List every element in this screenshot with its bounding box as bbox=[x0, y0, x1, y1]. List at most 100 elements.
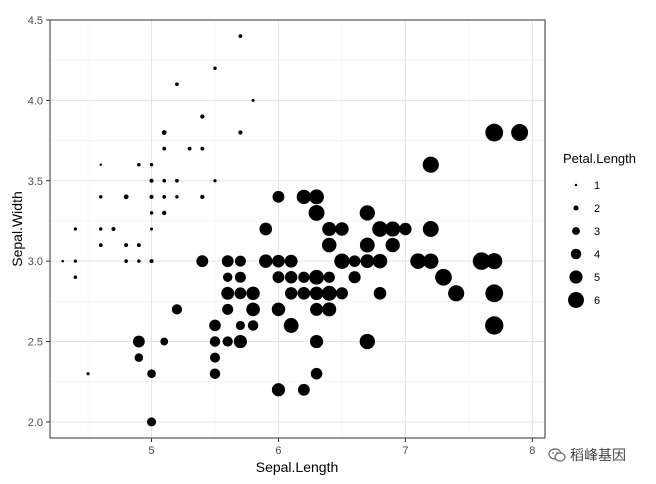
data-point bbox=[222, 272, 233, 282]
data-point bbox=[132, 335, 145, 348]
data-point bbox=[399, 222, 412, 236]
data-point bbox=[298, 271, 310, 283]
legend-key bbox=[574, 183, 578, 187]
data-point bbox=[222, 336, 233, 347]
data-point bbox=[210, 352, 220, 363]
data-point bbox=[321, 237, 337, 253]
data-point bbox=[247, 320, 259, 331]
legend-label: 1 bbox=[594, 180, 600, 192]
data-point bbox=[348, 255, 361, 267]
data-point bbox=[485, 284, 504, 303]
data-point bbox=[150, 227, 154, 231]
data-point bbox=[86, 372, 90, 376]
data-point bbox=[175, 178, 179, 183]
data-point bbox=[73, 227, 77, 231]
y-tick-label: 3.5 bbox=[28, 176, 43, 188]
data-point bbox=[73, 275, 78, 279]
data-point bbox=[149, 211, 154, 215]
data-point bbox=[222, 255, 234, 267]
data-point bbox=[309, 286, 324, 301]
data-point bbox=[309, 269, 324, 285]
data-point bbox=[149, 162, 154, 167]
data-point bbox=[348, 271, 361, 284]
data-point bbox=[222, 303, 234, 315]
data-point bbox=[259, 254, 273, 268]
data-point bbox=[322, 302, 337, 317]
data-point bbox=[310, 367, 323, 380]
data-point bbox=[175, 195, 179, 199]
plot-panel-border bbox=[49, 19, 546, 439]
x-tick-label: 6 bbox=[275, 445, 281, 457]
data-point bbox=[209, 368, 221, 379]
data-point bbox=[200, 146, 205, 151]
data-point bbox=[297, 383, 310, 396]
legend: Petal.Length 1 2 3 4 5 6 bbox=[563, 151, 636, 308]
data-point bbox=[472, 252, 491, 270]
grid bbox=[50, 19, 545, 438]
data-point bbox=[209, 319, 221, 332]
legend-label: 5 bbox=[594, 272, 600, 284]
data-point bbox=[271, 302, 286, 317]
data-point bbox=[359, 205, 375, 221]
watermark: 稻峰基因 bbox=[548, 445, 626, 465]
data-point bbox=[149, 178, 154, 183]
data-point bbox=[124, 259, 128, 263]
data-point bbox=[323, 271, 335, 283]
legend-title: Petal.Length bbox=[563, 151, 636, 166]
x-axis: 5 6 7 8 bbox=[148, 438, 535, 457]
legend-key bbox=[570, 248, 582, 260]
legend-items: 1 2 3 4 5 6 bbox=[568, 180, 600, 308]
data-point bbox=[200, 114, 204, 119]
data-point bbox=[233, 334, 247, 349]
data-point bbox=[283, 318, 299, 333]
y-axis-label: Sepal.Width bbox=[9, 191, 25, 266]
data-point bbox=[149, 259, 154, 264]
x-tick-label: 7 bbox=[402, 445, 408, 457]
data-point bbox=[372, 221, 388, 237]
data-point bbox=[448, 285, 465, 302]
data-point bbox=[359, 237, 375, 253]
data-point bbox=[272, 254, 285, 268]
data-point bbox=[335, 254, 349, 269]
data-point bbox=[187, 146, 192, 151]
legend-label: 3 bbox=[594, 226, 600, 238]
data-point bbox=[111, 226, 116, 232]
data-point bbox=[359, 333, 375, 350]
data-point bbox=[123, 194, 129, 200]
data-point bbox=[246, 286, 260, 301]
data-point bbox=[160, 337, 169, 346]
data-point bbox=[272, 271, 285, 284]
data-point bbox=[284, 271, 298, 284]
data-point bbox=[162, 210, 167, 216]
data-point bbox=[335, 222, 349, 236]
data-point bbox=[271, 383, 286, 397]
data-point bbox=[221, 286, 235, 300]
data-point bbox=[251, 98, 255, 102]
legend-label: 4 bbox=[594, 249, 600, 261]
data-point bbox=[422, 156, 439, 173]
data-point bbox=[162, 179, 166, 183]
points-layer bbox=[61, 34, 529, 427]
data-point bbox=[200, 194, 205, 199]
data-point bbox=[98, 243, 103, 247]
data-point bbox=[171, 304, 183, 315]
data-point bbox=[410, 253, 426, 269]
data-point bbox=[485, 123, 504, 142]
data-point bbox=[99, 163, 102, 166]
data-point bbox=[335, 287, 348, 300]
data-point bbox=[136, 243, 141, 247]
data-point bbox=[213, 66, 217, 70]
y-tick-label: 4.5 bbox=[28, 15, 43, 27]
data-point bbox=[322, 221, 337, 237]
data-point bbox=[309, 334, 324, 349]
x-tick-label: 8 bbox=[529, 445, 535, 457]
y-tick-label: 2.5 bbox=[28, 337, 43, 349]
data-point bbox=[284, 287, 298, 300]
data-point bbox=[149, 194, 154, 199]
y-axis: 2.0 2.5 3.0 3.5 4.0 4.5 bbox=[28, 15, 50, 429]
data-point bbox=[147, 369, 156, 378]
watermark-text: 稻峰基因 bbox=[570, 448, 626, 464]
data-point bbox=[234, 255, 246, 267]
data-point bbox=[373, 286, 387, 300]
